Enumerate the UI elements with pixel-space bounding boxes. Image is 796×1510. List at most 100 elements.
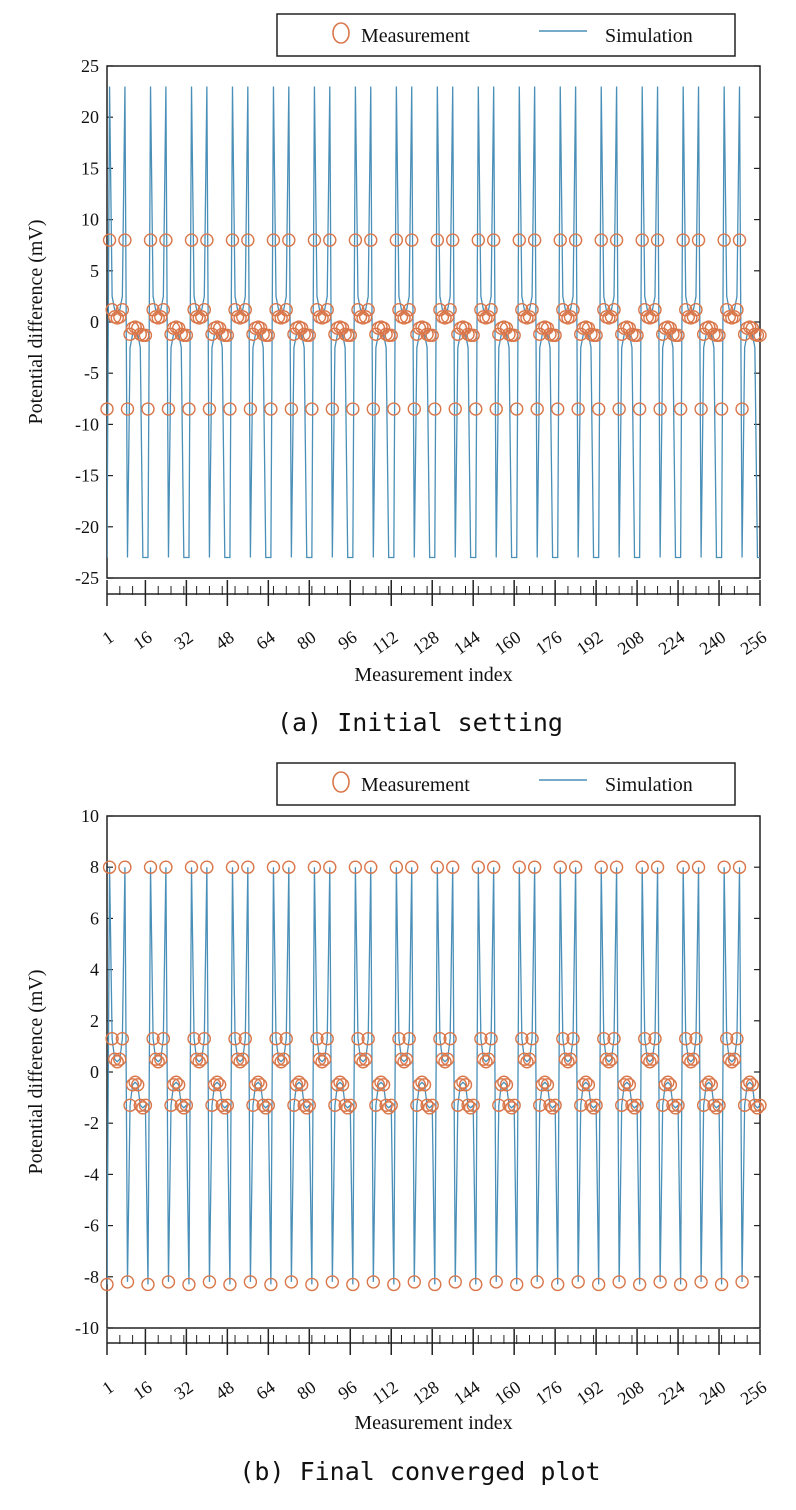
- measurement-point: [655, 1098, 670, 1112]
- measurement-point: [107, 1052, 122, 1066]
- measurement-point: [131, 321, 145, 335]
- measurement-point: [348, 233, 363, 247]
- y-tick-label: 15: [81, 158, 99, 178]
- measurement-point: [510, 402, 524, 416]
- y-tick-label: -4: [84, 1164, 99, 1184]
- legend-box: [276, 13, 736, 57]
- measurement-point: [189, 1052, 204, 1066]
- measurement-point: [653, 1275, 667, 1289]
- measurement-point: [118, 860, 132, 874]
- measurement-point: [225, 233, 240, 247]
- measurement-point: [638, 1032, 652, 1046]
- measurement-point: [381, 1101, 396, 1115]
- measurement-point: [264, 1277, 278, 1292]
- measurement-point: [312, 1052, 327, 1066]
- measurement-point: [261, 1098, 276, 1112]
- measurement-point: [512, 233, 526, 247]
- y-tick-label: 25: [81, 56, 99, 76]
- measurement-point: [440, 1052, 455, 1066]
- measurement-point: [594, 860, 608, 874]
- measurement-point: [494, 1078, 509, 1092]
- measurement-point: [343, 1098, 357, 1112]
- x-tick-label: 128: [409, 1377, 443, 1409]
- legend-simulation-label: Simulation: [605, 25, 693, 47]
- measurement-point: [725, 1055, 739, 1069]
- measurement-point: [120, 1275, 135, 1289]
- measurement-point: [486, 860, 501, 874]
- measurement-point: [499, 321, 514, 335]
- measurement-point: [212, 321, 227, 335]
- measurement-point: [630, 1098, 644, 1112]
- measurement-point: [305, 402, 319, 416]
- measurement-point: [499, 1078, 514, 1092]
- measurement-point: [684, 1055, 698, 1069]
- measurement-point: [635, 860, 649, 874]
- measurement-point: [463, 1101, 478, 1115]
- measurement-point: [182, 402, 196, 416]
- measurement-point: [415, 1075, 429, 1089]
- measurement-point: [233, 1055, 247, 1069]
- measurement-point: [184, 860, 199, 874]
- measurement-point: [353, 1052, 368, 1066]
- series-markers-measurement: [100, 233, 767, 416]
- measurement-point: [563, 310, 578, 324]
- measurement-point: [297, 1098, 311, 1112]
- measurement-point: [550, 402, 565, 416]
- measurement-point: [648, 1032, 662, 1046]
- measurement-point: [645, 1052, 660, 1066]
- measurement-point: [399, 310, 414, 324]
- measurement-point: [540, 1078, 555, 1092]
- x-tick-label: 208: [614, 627, 648, 659]
- measurement-point: [330, 1078, 345, 1092]
- x-tick-label: 1: [98, 627, 117, 649]
- measurement-point: [397, 1055, 411, 1069]
- measurement-point: [179, 1098, 194, 1112]
- measurement-point: [730, 303, 744, 317]
- measurement-point: [714, 1277, 729, 1292]
- measurement-point: [243, 1275, 258, 1289]
- x-tick-label: 160: [491, 1377, 525, 1409]
- measurement-point: [310, 1032, 324, 1046]
- x-tick-label: 240: [696, 627, 730, 659]
- measurement-point: [732, 233, 747, 247]
- measurement-point: [161, 1275, 176, 1289]
- measurement-point: [689, 303, 703, 317]
- measurement-point: [328, 1098, 342, 1112]
- measurement-point: [584, 1098, 598, 1112]
- measurement-point: [320, 303, 334, 317]
- measurement-point: [325, 402, 340, 416]
- x-tick-label: 80: [293, 627, 319, 654]
- measurement-point: [699, 1078, 713, 1092]
- measurement-point: [120, 402, 135, 416]
- measurement-point: [458, 321, 473, 335]
- measurement-point: [407, 402, 421, 416]
- measurement-point: [704, 1078, 719, 1092]
- measurement-point: [661, 1075, 675, 1089]
- measurement-point: [384, 1098, 398, 1112]
- measurement-point: [648, 303, 662, 317]
- measurement-point: [228, 1032, 242, 1046]
- measurement-point: [574, 1098, 588, 1112]
- measurement-point: [579, 1075, 593, 1089]
- measurement-point: [238, 1032, 252, 1046]
- measurement-point: [253, 321, 268, 335]
- measurement-point: [686, 1052, 701, 1066]
- measurement-point: [302, 1098, 317, 1112]
- measurement-point: [443, 1032, 457, 1046]
- x-tick-label: 144: [450, 627, 484, 659]
- measurement-point: [317, 310, 332, 324]
- measurement-point: [474, 1032, 488, 1046]
- measurement-point: [617, 1078, 631, 1092]
- measurement-point: [394, 1052, 409, 1066]
- measurement-point: [504, 1101, 519, 1115]
- legend-measurement-label: Measurement: [361, 774, 470, 796]
- y-tick-label: -20: [75, 517, 99, 537]
- measurement-point: [335, 1078, 350, 1092]
- measurement-point: [566, 303, 580, 317]
- x-tick-label: 1: [98, 1377, 117, 1399]
- figure-caption: (b) Final converged plot: [239, 1457, 600, 1486]
- x-tick-label: 144: [450, 1377, 484, 1409]
- measurement-point: [689, 1032, 703, 1046]
- measurement-point: [307, 860, 322, 874]
- measurement-point: [307, 233, 322, 247]
